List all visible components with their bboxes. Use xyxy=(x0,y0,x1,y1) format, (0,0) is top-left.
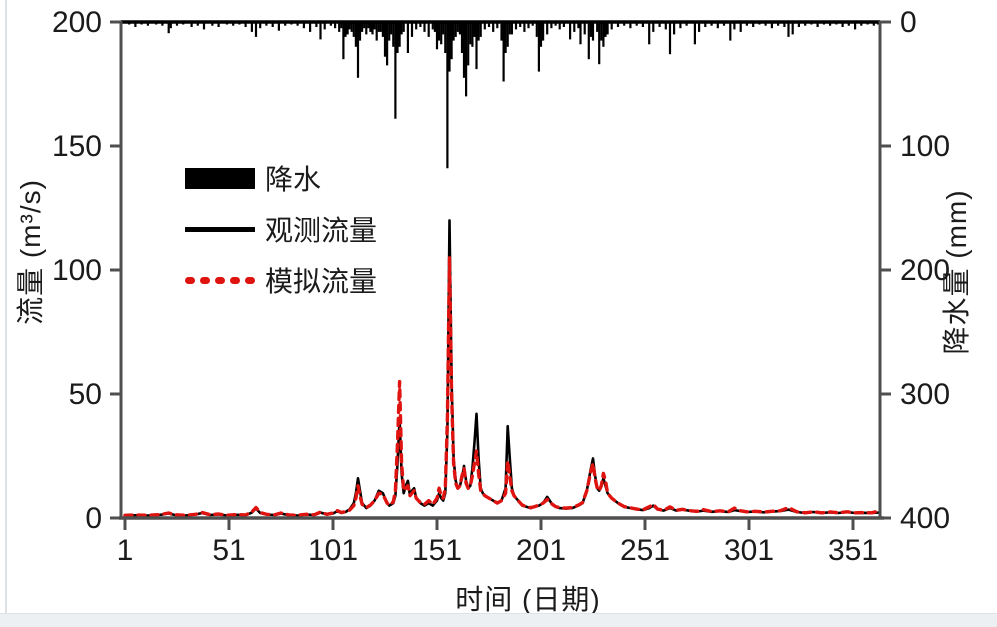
legend-label-precip: 降水 xyxy=(265,164,322,195)
y-right-tick-label: 0 xyxy=(900,6,917,39)
y-right-tick-label: 200 xyxy=(900,254,950,287)
x-tick-label: 251 xyxy=(620,534,670,567)
legend: 降水 观测流量 模拟流量 xyxy=(185,163,377,297)
x-tick-label: 1 xyxy=(117,534,134,567)
x-axis-title: 时间 (日期) xyxy=(455,584,601,615)
screenshot-left-edge xyxy=(5,0,7,614)
precip-bar-swatch xyxy=(185,167,255,189)
legend-item-precip: 降水 xyxy=(185,163,377,195)
x-tick-label: 51 xyxy=(212,534,245,567)
observed-line-swatch xyxy=(185,226,255,232)
y-left-tick-label: 200 xyxy=(52,6,102,39)
y-right-tick-label: 300 xyxy=(900,378,950,411)
simulated-dash-swatch xyxy=(185,276,255,284)
y-axis-left-title: 流量 (m³/s) xyxy=(15,179,46,325)
x-tick-label: 301 xyxy=(724,534,774,567)
y-right-tick-label: 100 xyxy=(900,130,950,163)
legend-label-observed: 观测流量 xyxy=(265,215,378,246)
y-left-tick-label: 150 xyxy=(52,130,102,163)
x-tick-label: 151 xyxy=(412,534,462,567)
x-tick-label: 201 xyxy=(516,534,566,567)
y-left-tick-label: 0 xyxy=(85,502,102,535)
legend-label-simulated: 模拟流量 xyxy=(265,266,378,297)
y-left-tick-label: 50 xyxy=(69,378,102,411)
x-tick-label: 101 xyxy=(308,534,358,567)
y-left-tick-label: 100 xyxy=(52,254,102,287)
legend-item-observed: 观测流量 xyxy=(185,214,377,246)
legend-item-simulated: 模拟流量 xyxy=(185,265,377,297)
screenshot-bottom-edge xyxy=(0,613,997,627)
simulated-flow-line xyxy=(123,255,882,517)
y-right-tick-label: 400 xyxy=(900,502,950,535)
x-tick-label: 351 xyxy=(828,534,878,567)
y-axis-right-title: 降水量 (mm) xyxy=(941,189,972,355)
